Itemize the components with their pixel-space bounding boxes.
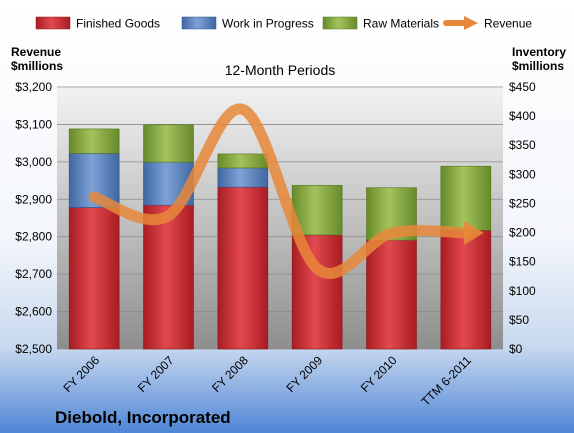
legend-item-finished-goods: Finished Goods: [35, 16, 160, 31]
left-axis-title-line2: $millions: [11, 59, 63, 73]
legend-label-work-in-progress: Work in Progress: [222, 17, 314, 31]
bars: [68, 124, 492, 350]
left-tick-label: $3,200: [15, 80, 52, 94]
bar-finished-goods: [143, 204, 194, 350]
right-tick-label: $100: [509, 284, 536, 298]
right-tick-label: $150: [509, 255, 536, 269]
left-tick-label: $2,500: [15, 342, 52, 356]
left-axis-ticks: $2,500 $2,600 $2,700 $2,800 $2,900 $3,000 $3,1…: [15, 80, 52, 356]
legend-label-raw-materials: Raw Materials: [363, 17, 439, 31]
revenue-point: [465, 232, 466, 233]
revenue-line: [88, 103, 472, 279]
revenue-point: [242, 109, 243, 110]
legend-item-revenue: Revenue: [443, 16, 532, 31]
revenue-line-layer: [88, 103, 484, 279]
right-tick-label: $450: [509, 80, 536, 94]
legend-swatch-work-in-progress: [181, 16, 217, 30]
revenue-arrowhead: [463, 220, 484, 245]
bar-finished-goods: [217, 186, 269, 350]
right-axis-title-line2: $millions: [512, 59, 564, 73]
bar-finished-goods: [366, 239, 417, 350]
revenue-point: [391, 233, 392, 234]
legend-label-finished-goods: Finished Goods: [76, 17, 160, 31]
legend-label-revenue: Revenue: [484, 17, 532, 31]
left-tick-label: $2,900: [15, 192, 52, 206]
right-tick-label: $350: [509, 138, 536, 152]
plot-area: [57, 87, 503, 349]
bar-raw-materials: [143, 124, 194, 163]
chart-title: Diebold, Incorporated: [55, 408, 231, 427]
right-axis-title-line1: Inventory: [512, 45, 566, 59]
right-tick-label: $400: [509, 109, 536, 123]
bar-finished-goods: [68, 207, 120, 350]
bar-raw-materials: [440, 165, 492, 231]
legend-swatch-finished-goods: [35, 16, 71, 30]
bar-finished-goods: [291, 234, 343, 350]
legend-arrow-icon: [464, 16, 478, 30]
legend-swatch-raw-materials: [322, 16, 358, 30]
bar-work-in-progress: [217, 167, 269, 188]
left-tick-label: $2,600: [15, 305, 52, 319]
bar-raw-materials: [68, 128, 120, 154]
left-tick-label: $3,100: [15, 117, 52, 131]
legend-item-raw-materials: Raw Materials: [322, 16, 439, 31]
legend: Finished Goods Work in Progress Raw Mate…: [35, 16, 532, 31]
bar-raw-materials: [217, 153, 269, 169]
right-tick-label: $200: [509, 226, 536, 240]
right-tick-label: $0: [509, 342, 523, 356]
revenue-point: [168, 215, 169, 216]
right-tick-label: $50: [509, 313, 529, 327]
left-axis-title-line1: Revenue: [11, 45, 61, 59]
right-tick-label: $300: [509, 167, 536, 181]
revenue-point: [94, 197, 95, 198]
revenue-point: [317, 268, 318, 269]
gridlines: [57, 86, 503, 350]
left-tick-label: $3,000: [15, 155, 52, 169]
bar-finished-goods: [440, 229, 492, 350]
right-axis-ticks: $0 $50 $100 $150 $200 $250 $300 $350 $400 $450: [509, 80, 536, 356]
left-tick-label: $2,700: [15, 267, 52, 281]
chart-subtitle: 12-Month Periods: [225, 62, 336, 78]
right-tick-label: $250: [509, 196, 536, 210]
left-tick-label: $2,800: [15, 230, 52, 244]
legend-item-work-in-progress: Work in Progress: [181, 16, 314, 31]
